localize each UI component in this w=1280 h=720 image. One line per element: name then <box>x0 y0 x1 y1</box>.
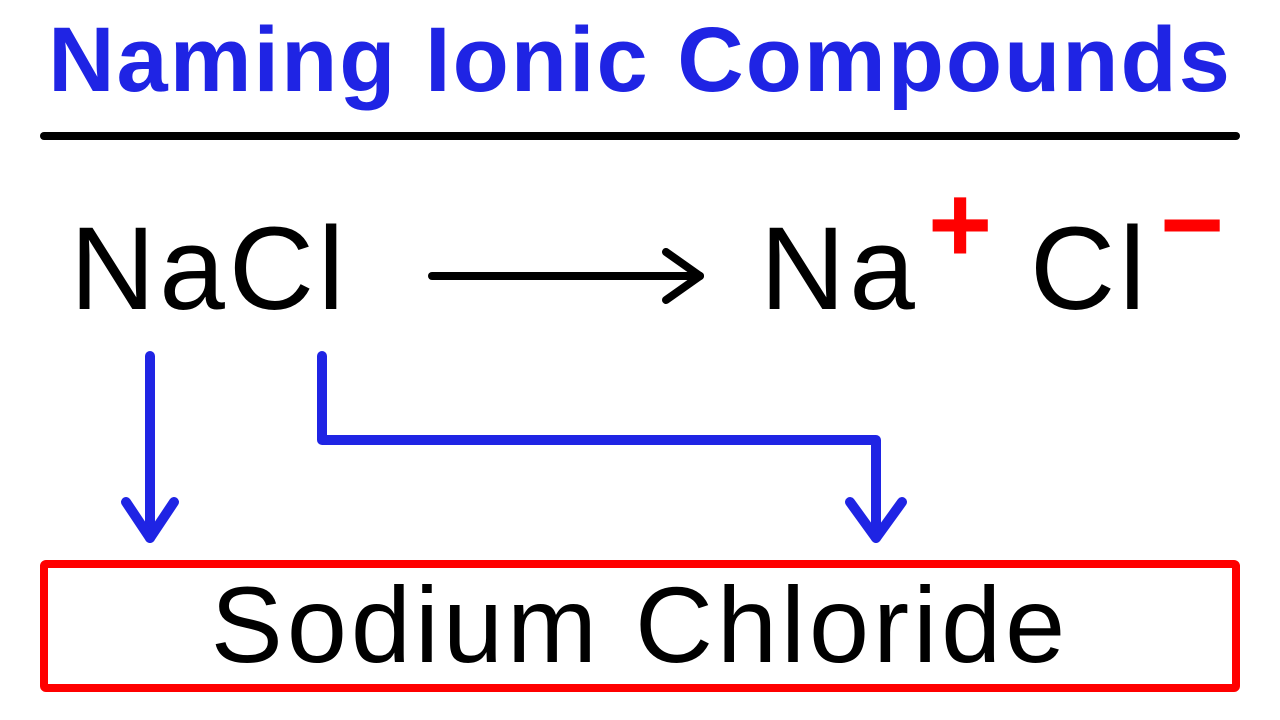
title-underline <box>40 132 1240 140</box>
anion-name-arrow-icon <box>322 356 902 538</box>
cation-symbol: Na <box>760 210 919 328</box>
cation-charge: + <box>928 170 992 280</box>
compound-name: Sodium Chloride <box>0 560 1280 690</box>
whiteboard-diagram: Naming Ionic Compounds NaCl Na + Cl − So… <box>0 0 1280 720</box>
cation-name-arrow-icon <box>126 356 174 538</box>
diagram-title: Naming Ionic Compounds <box>0 8 1280 113</box>
anion-symbol: Cl <box>1030 210 1149 328</box>
anion-charge: − <box>1160 170 1216 280</box>
compound-formula: NaCl <box>70 210 348 328</box>
reaction-arrow-icon <box>432 252 700 300</box>
